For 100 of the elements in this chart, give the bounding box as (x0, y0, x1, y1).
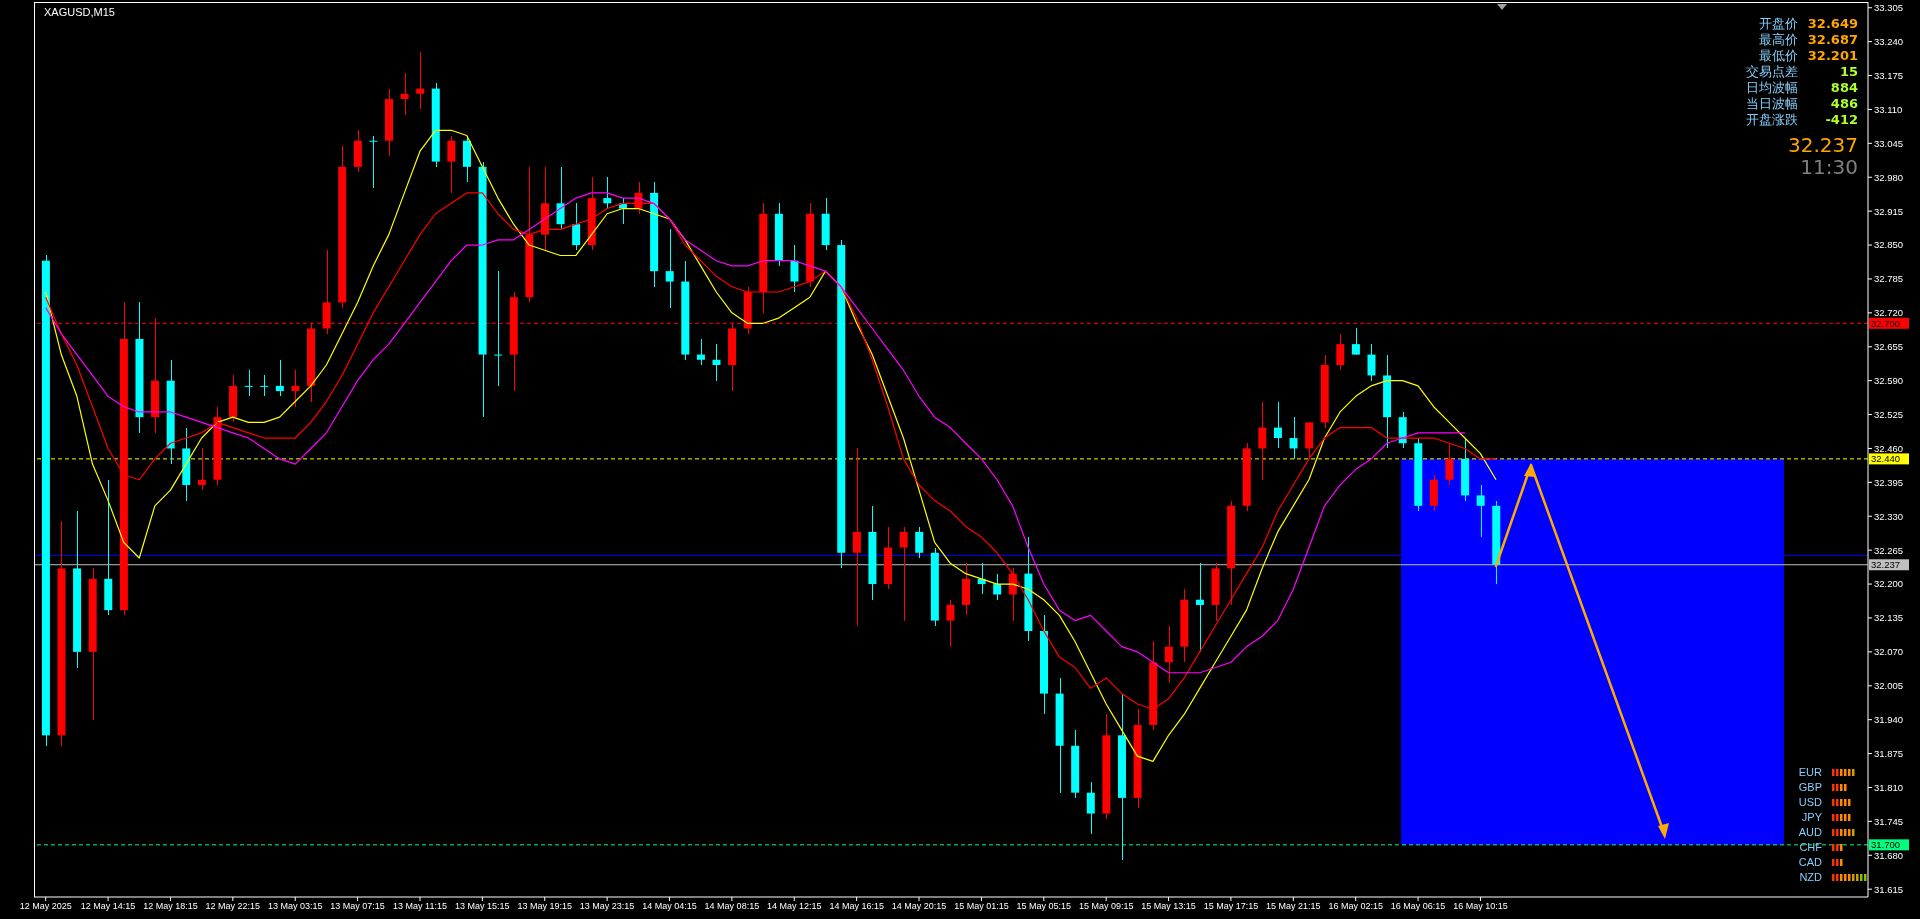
y-tick-label: 31.615 (1874, 883, 1904, 895)
x-tick-label: 13 May 11:15 (393, 901, 447, 912)
x-tick-label: 15 May 13:15 (1141, 901, 1196, 912)
x-tick-label: 12 May 2025 (19, 901, 72, 912)
candlestick (1289, 416, 1298, 460)
chart-title: XAGUSD,M15 (44, 6, 115, 18)
text: USD (1797, 795, 1822, 810)
x-tick-label: 12 May 14:15 (80, 901, 136, 912)
text: CAD (1797, 855, 1822, 870)
y-tick-label: 33.110 (1874, 103, 1903, 115)
candlestick (1476, 484, 1485, 538)
candlestick (790, 244, 799, 293)
text: 486 (1829, 96, 1858, 112)
candlestick (1445, 442, 1454, 486)
y-tick-label: 33.045 (1874, 137, 1904, 149)
candlestick (260, 374, 269, 398)
text: 32.237 (1787, 133, 1858, 157)
ref-line-label: 31.700 (1871, 839, 1901, 851)
y-tick-label: 32.720 (1874, 307, 1904, 319)
text: 32.201 (1806, 48, 1858, 64)
candlestick (1336, 332, 1345, 371)
candlestick (369, 134, 378, 189)
x-tick-label: 13 May 15:15 (455, 901, 510, 912)
y-tick-label: 31.810 (1874, 781, 1904, 793)
ref-line-label: 32.440 (1871, 453, 1901, 465)
y-tick-label: 32.655 (1874, 341, 1904, 353)
y-tick-label: 33.175 (1874, 69, 1904, 81)
x-tick-label: 14 May 08:15 (704, 901, 760, 912)
x-tick-label: 16 May 02:15 (1328, 901, 1383, 912)
y-tick-label: 32.265 (1874, 544, 1904, 556)
ref-line-label: 32.237 (1871, 559, 1901, 571)
y-tick-label: 31.745 (1874, 815, 1904, 827)
text: EUR (1797, 765, 1822, 780)
text: 交易点差 (1746, 64, 1798, 80)
candlestick (1367, 343, 1376, 382)
text: 32.649 (1806, 16, 1858, 32)
text: CHF (1798, 840, 1822, 855)
x-tick-label: 12 May 18:15 (143, 901, 198, 912)
text: GBP (1797, 780, 1822, 795)
candlestick (275, 359, 284, 398)
y-tick-label: 32.135 (1874, 612, 1904, 624)
candlestick (899, 525, 908, 622)
y-tick-label: 32.525 (1874, 408, 1904, 420)
candlestick (556, 166, 565, 231)
x-tick-label: 13 May 19:15 (517, 901, 573, 912)
y-tick-label: 32.395 (1874, 476, 1904, 488)
text: NZD (1798, 870, 1822, 885)
candlestick (712, 343, 721, 382)
text: JPY (1800, 810, 1822, 825)
text: 当日波幅 (1746, 96, 1798, 112)
candlestick (416, 51, 425, 111)
y-tick-label: 32.785 (1874, 273, 1904, 285)
y-tick-label: 32.330 (1874, 510, 1904, 522)
y-tick-label: 32.980 (1874, 171, 1904, 183)
candlestick (665, 228, 674, 309)
y-tick-label: 33.305 (1874, 2, 1904, 14)
candlestick (1273, 400, 1282, 450)
x-tick-label: 12 May 22:15 (205, 901, 261, 912)
x-tick-label: 14 May 04:15 (642, 901, 697, 912)
candlestick (946, 598, 955, 648)
text: 开盘涨跌 (1746, 112, 1798, 128)
text: 开盘价 (1759, 16, 1798, 32)
y-tick-label: 33.240 (1874, 36, 1904, 48)
x-tick-label: 15 May 01:15 (954, 901, 1009, 912)
x-tick-label: 16 May 10:15 (1453, 901, 1508, 912)
candlestick (291, 369, 300, 408)
candlestick (1351, 327, 1360, 356)
x-tick-label: 16 May 06:15 (1390, 901, 1446, 912)
text: 32.687 (1806, 32, 1858, 48)
candlestick (197, 447, 206, 491)
y-tick-label: 31.940 (1874, 714, 1904, 726)
candlestick (603, 176, 612, 210)
y-tick-label: 32.915 (1874, 205, 1904, 217)
x-tick-label: 14 May 12:15 (766, 901, 822, 912)
x-tick-label: 15 May 17:15 (1203, 901, 1259, 912)
text: 日均波幅 (1746, 80, 1798, 96)
candlestick (244, 369, 253, 398)
y-tick-label: 31.875 (1874, 747, 1904, 759)
candlestick (696, 338, 705, 366)
text: AUD (1797, 825, 1822, 840)
x-tick-label: 13 May 07:15 (330, 901, 385, 912)
candlestick (993, 572, 1002, 601)
text: 884 (1829, 80, 1858, 96)
candlestick (572, 202, 581, 252)
y-tick-label: 32.070 (1874, 646, 1904, 658)
text: -412 (1824, 112, 1858, 128)
x-tick-label: 15 May 09:15 (1078, 901, 1134, 912)
text: 最高价 (1759, 32, 1798, 48)
text: 15 (1838, 64, 1858, 80)
candlestick (852, 447, 861, 627)
y-tick-label: 32.200 (1874, 578, 1904, 590)
x-tick-label: 15 May 21:15 (1266, 901, 1321, 912)
candlestick (494, 270, 503, 387)
y-tick-label: 32.460 (1874, 442, 1904, 454)
x-tick-label: 13 May 23:15 (579, 901, 635, 912)
text: 最低价 (1759, 48, 1798, 64)
x-tick-label: 15 May 05:15 (1016, 901, 1072, 912)
candlestick (400, 72, 409, 116)
candlestick (915, 525, 924, 559)
candlestick (1086, 781, 1095, 836)
